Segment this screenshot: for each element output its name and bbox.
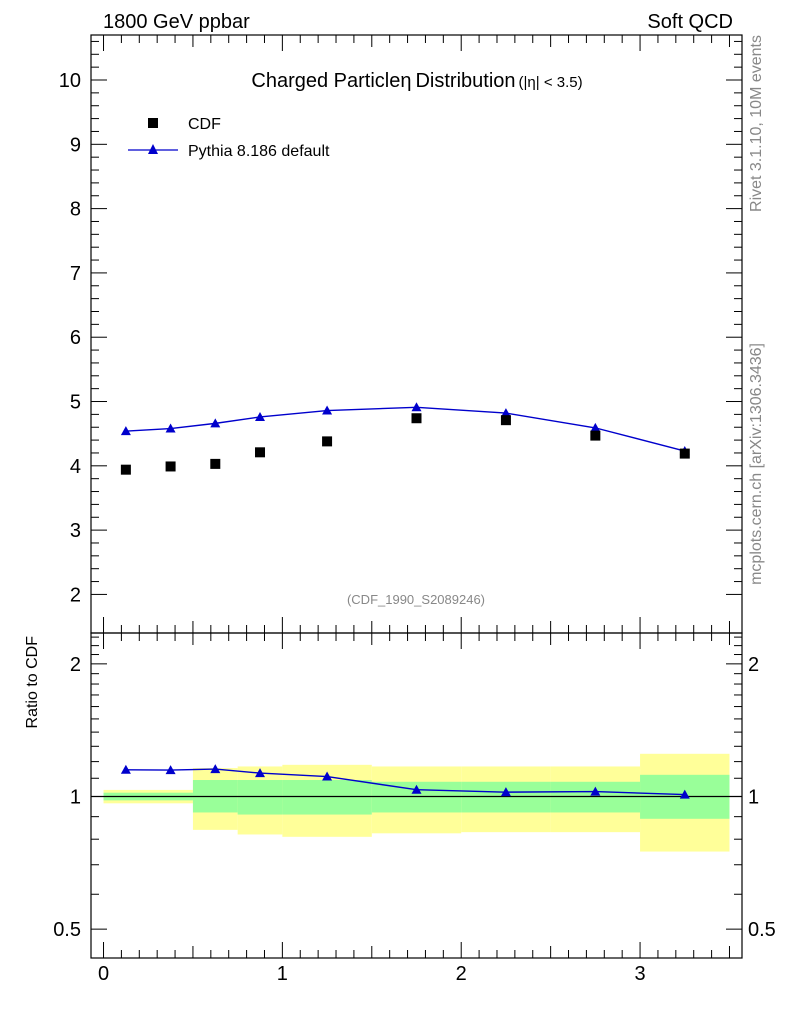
main-plot: 2 3 4 5 6 7 8 9 10 Charged Particleη Distribution…	[59, 35, 742, 633]
x-tick-label: 1	[277, 963, 288, 985]
ratio-point	[322, 771, 333, 781]
y-tick-label: 10	[59, 70, 81, 92]
cdf-point	[411, 413, 422, 424]
mcplots-label: mcplots.cern.ch [arXiv:1306.3436]	[748, 343, 765, 585]
pythia-point	[210, 418, 221, 428]
legend-pythia-label: Pythia 8.186 default	[188, 143, 330, 160]
ratio-point	[165, 765, 176, 775]
y-tick-label: 2	[70, 584, 81, 606]
title-main: Charged Particle	[251, 70, 400, 92]
ratio-y-tick-label: 2	[70, 654, 81, 676]
header-right: Soft QCD	[647, 11, 733, 33]
ratio-frame	[90, 632, 743, 959]
cdf-point	[255, 447, 266, 458]
analysis-watermark: (CDF_1990_S2089246)	[347, 592, 485, 607]
ratio-y-tick-label-right: 2	[748, 654, 759, 676]
y-tick-label: 3	[70, 520, 81, 542]
pythia-point	[590, 422, 601, 432]
legend-cdf-label: CDF	[188, 116, 221, 133]
legend-pythia-marker	[148, 144, 158, 154]
y-tick-label: 4	[70, 456, 81, 478]
main-title: Charged Particleη Distribution (|η| < 3.5)	[251, 70, 582, 92]
ratio-point	[411, 784, 422, 794]
x-tick-label: 3	[634, 963, 645, 985]
y-tick-label: 9	[70, 134, 81, 156]
uncertainty-band-inner	[282, 780, 372, 815]
pythia-line	[125, 406, 685, 452]
uncertainty-band-inner	[237, 780, 283, 815]
y-tick-label: 5	[70, 392, 81, 414]
uncertainty-band-inner	[461, 781, 551, 813]
cdf-point	[165, 461, 176, 472]
x-tick-label: 2	[456, 963, 467, 985]
ratio-y-tick-label: 0.5	[53, 919, 81, 941]
ratio-point	[590, 786, 601, 796]
title-eta: η	[400, 70, 411, 92]
ratio-ticks: 0.5 0.5 1 1 2 2 0 1 2 3	[53, 633, 776, 985]
main-series	[120, 402, 690, 475]
ratio-point	[679, 789, 690, 799]
ratio-y-tick-label: 1	[70, 786, 81, 808]
pythia-point	[165, 423, 176, 433]
ratio-series	[120, 764, 690, 799]
pythia-point	[120, 426, 131, 436]
ratio-plot: 0.5 0.5 1 1 2 2 0 1 2 3 Ratio to CDF	[24, 633, 776, 985]
y-tick-label: 8	[70, 199, 81, 221]
ratio-bands	[91, 753, 742, 852]
header-left: 1800 GeV ppbar	[103, 11, 250, 33]
ratio-y-tick-label-right: 1	[748, 786, 759, 808]
ratio-point	[255, 768, 266, 778]
pythia-point	[255, 411, 266, 421]
rivet-label: Rivet 3.1.10, 10M events	[748, 35, 765, 212]
main-ticks: 2 3 4 5 6 7 8 9 10	[59, 35, 742, 633]
title-suffix: Distribution	[415, 70, 515, 92]
cdf-point	[679, 448, 690, 459]
cdf-point	[590, 430, 601, 441]
ratio-point	[500, 787, 511, 797]
cdf-point	[120, 464, 131, 475]
ratio-point	[120, 764, 131, 774]
x-tick-label: 0	[98, 963, 109, 985]
ratio-point	[210, 764, 221, 774]
cdf-point	[322, 436, 333, 447]
ratio-ylabel: Ratio to CDF	[24, 636, 41, 729]
pythia-point	[500, 408, 511, 418]
cdf-point	[500, 415, 511, 426]
ratio-y-tick-label-right: 0.5	[748, 919, 776, 941]
y-tick-label: 6	[70, 327, 81, 349]
legend: CDF Pythia 8.186 default	[128, 116, 330, 160]
pythia-point	[322, 405, 333, 415]
y-tick-label: 7	[70, 263, 81, 285]
title-range: (|η| < 3.5)	[519, 74, 583, 91]
legend-cdf-marker	[148, 118, 158, 128]
pythia-point	[411, 402, 422, 412]
cdf-point	[210, 458, 221, 469]
uncertainty-band-inner	[550, 781, 641, 813]
